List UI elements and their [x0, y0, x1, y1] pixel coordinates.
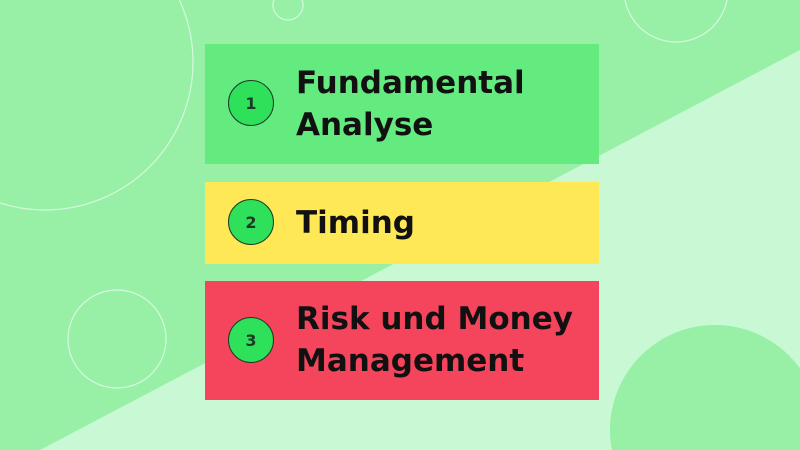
decor-circle-filled-bottom-right: [610, 325, 800, 450]
step-label: Timing: [296, 205, 415, 241]
step-label: Risk und Money Management: [296, 301, 573, 379]
decor-circle-outline-top: [272, 0, 304, 21]
step-number-badge: 2: [228, 199, 274, 245]
decor-circle-outline-top-right: [624, 0, 728, 43]
step-card-timing: 2 Timing: [205, 182, 599, 264]
decor-circle-outline-left: [0, 0, 194, 211]
decor-circle-outline-bottom-left: [67, 289, 167, 389]
step-card-fundamental-analyse: 1 Fundamental Analyse: [205, 44, 599, 164]
step-number-badge: 1: [228, 80, 274, 126]
step-number-badge: 3: [228, 317, 274, 363]
step-label: Fundamental Analyse: [296, 65, 525, 143]
step-card-risk-money-management: 3 Risk und Money Management: [205, 281, 599, 400]
